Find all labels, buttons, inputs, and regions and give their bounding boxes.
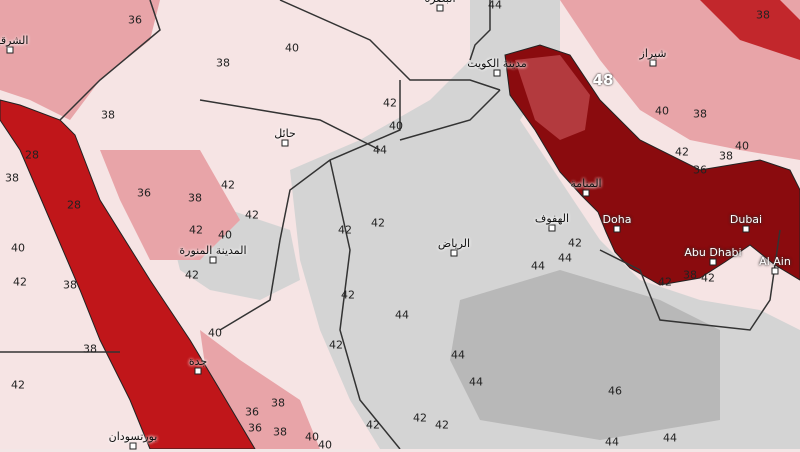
city-label: جدة — [188, 355, 208, 368]
contour-label: 42 — [675, 145, 689, 159]
contour-label: 42 — [221, 178, 235, 192]
city-label: مدينة الكويت — [467, 57, 527, 70]
contour-label: 42 — [658, 275, 672, 289]
contour-label: 36 — [128, 13, 142, 27]
contour-label: 38 — [271, 396, 285, 410]
contour-label: 42 — [701, 271, 715, 285]
city-label: حائل — [274, 127, 296, 140]
city-marker[interactable] — [649, 59, 657, 67]
contour-label: 38 — [5, 171, 19, 185]
city-marker[interactable] — [281, 139, 289, 147]
hotter-zone — [450, 270, 720, 440]
contour-label: 44 — [373, 143, 387, 157]
city-marker[interactable] — [129, 442, 137, 450]
contour-label: 38 — [683, 268, 697, 282]
city-marker[interactable] — [209, 256, 217, 264]
city-marker[interactable] — [582, 189, 590, 197]
contour-label: 38 — [83, 342, 97, 356]
city-marker[interactable] — [436, 4, 444, 12]
contour-label: 42 — [413, 411, 427, 425]
city-label: المدينة المنورة — [179, 244, 247, 257]
contour-label: 44 — [531, 259, 545, 273]
contour-label: 44 — [395, 308, 409, 322]
contour-label: 40 — [318, 438, 332, 452]
contour-label: 40 — [285, 41, 299, 55]
city-marker[interactable] — [493, 69, 501, 77]
mild-zone — [100, 150, 240, 260]
contour-label: 48 — [592, 71, 614, 89]
city-marker[interactable] — [194, 367, 202, 375]
city-marker[interactable] — [613, 225, 621, 233]
city-label: Abu Dhabi — [684, 246, 742, 259]
contour-label: 38 — [63, 278, 77, 292]
city-marker[interactable] — [742, 225, 750, 233]
contour-label: 38 — [273, 425, 287, 439]
contour-label: 42 — [245, 208, 259, 222]
contour-label: 28 — [67, 198, 81, 212]
contour-label: 42 — [435, 418, 449, 432]
contour-label: 42 — [341, 288, 355, 302]
contour-label: 42 — [185, 268, 199, 282]
gulf-shallow — [515, 55, 590, 140]
city-label: Doha — [602, 213, 632, 226]
city-label: بورتسودان — [108, 430, 158, 443]
contour-label: 40 — [208, 326, 222, 340]
contour-label: 36 — [245, 405, 259, 419]
city-marker[interactable] — [771, 267, 779, 275]
contour-label: 38 — [216, 56, 230, 70]
red-sea — [0, 99, 256, 449]
contour-label: 44 — [558, 251, 572, 265]
city-marker[interactable] — [548, 224, 556, 232]
contour-label: 36 — [137, 186, 151, 200]
city-label: المنامة — [570, 177, 602, 190]
contour-label: 42 — [13, 275, 27, 289]
contour-label: 42 — [338, 223, 352, 237]
contour-label: 38 — [756, 8, 770, 22]
mild-zone — [0, 0, 160, 120]
country-borders — [0, 0, 781, 449]
contour-label: 40 — [655, 104, 669, 118]
city-marker[interactable] — [6, 46, 14, 54]
contour-label: 36 — [248, 421, 262, 435]
contour-label: 40 — [11, 241, 25, 255]
city-label: شيراز — [639, 47, 667, 60]
city-label: الهفوف — [534, 212, 570, 225]
contour-label: 38 — [188, 191, 202, 205]
city-label: الشرقية — [0, 34, 29, 47]
hot-iran-zone — [570, 0, 800, 60]
city-label: الرياض — [437, 237, 471, 250]
city-marker[interactable] — [709, 258, 717, 266]
contour-label: 38 — [693, 107, 707, 121]
contour-label: 42 — [189, 223, 203, 237]
contour-label: 40 — [735, 139, 749, 153]
contour-label: 42 — [383, 96, 397, 110]
contour-label: 38 — [719, 149, 733, 163]
contour-label: 44 — [451, 348, 465, 362]
contour-label: 40 — [389, 119, 403, 133]
contour-label: 28 — [25, 148, 39, 162]
hotter-zone — [560, 330, 660, 395]
contour-label: 36 — [693, 163, 707, 177]
contour-label: 40 — [305, 430, 319, 444]
contour-label: 42 — [11, 378, 25, 392]
contour-label: 44 — [488, 0, 502, 12]
contour-label: 42 — [371, 216, 385, 230]
contour-label: 44 — [663, 431, 677, 445]
contour-label: 42 — [329, 338, 343, 352]
contour-label: 42 — [366, 418, 380, 432]
city-label: Dubai — [729, 213, 763, 226]
contour-label: 38 — [101, 108, 115, 122]
contour-label: 46 — [608, 384, 622, 398]
contour-label: 44 — [605, 435, 619, 449]
city-label: Al Ain — [759, 255, 791, 268]
contour-label: 44 — [469, 375, 483, 389]
contour-label: 42 — [568, 236, 582, 250]
city-label: البصرة — [424, 0, 455, 5]
city-marker[interactable] — [450, 249, 458, 257]
contour-label: 40 — [218, 228, 232, 242]
